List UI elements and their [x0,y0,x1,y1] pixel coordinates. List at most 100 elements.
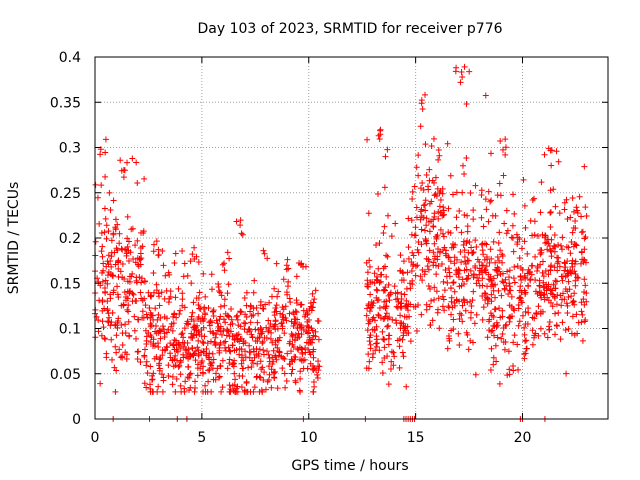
data-point [234,316,241,323]
data-point [461,258,468,265]
data-point [381,184,388,191]
data-point [483,263,490,270]
data-point [116,346,123,353]
data-point [413,214,420,221]
data-point [575,319,582,326]
data-point [439,185,446,192]
data-point [417,185,424,192]
data-point [153,238,160,245]
data-point [447,285,454,292]
y-axis-label: SRMTID / TECUs [6,182,22,295]
data-point [208,362,215,369]
data-point [565,294,572,301]
data-point [412,224,419,231]
data-point [124,235,131,242]
data-point [521,331,528,338]
data-point [552,285,559,292]
data-point [552,277,559,284]
data-point [124,243,131,250]
data-point [388,358,395,365]
data-point [445,205,452,212]
data-point [571,268,578,275]
data-point [545,323,552,330]
data-point [226,347,233,354]
data-point [516,318,523,325]
data-point [426,200,433,207]
data-point [92,238,99,245]
data-point [396,364,403,371]
x-axis-label: GPS time / hours [291,458,408,474]
data-point [574,207,581,214]
data-point [208,388,215,395]
data-point [101,335,108,342]
data-point [243,302,250,309]
data-point [492,342,499,349]
data-point [394,337,401,344]
data-point [111,364,118,371]
data-point [418,311,425,318]
data-point [190,299,197,306]
data-point [130,291,137,298]
data-point [514,263,521,270]
data-point [285,278,292,285]
data-point [165,326,172,333]
data-point [260,376,267,383]
data-point [237,217,244,224]
data-points [92,63,590,422]
data-point [163,287,170,294]
data-point [408,268,415,275]
data-point [510,191,517,198]
data-point [391,353,398,360]
data-point [432,174,439,181]
data-point [192,348,199,355]
data-point [568,293,575,300]
data-point [506,280,513,287]
data-point [531,218,538,225]
data-point [106,189,113,196]
data-point [304,310,311,317]
data-point [496,257,503,264]
data-point [538,179,545,186]
data-point [288,356,295,363]
data-point [451,288,458,295]
data-point [102,277,109,284]
data-point [365,210,372,217]
data-point [487,310,494,317]
data-point [448,311,455,318]
data-point [499,270,506,277]
data-point [158,289,165,296]
data-point [451,254,458,261]
data-point [501,220,508,227]
data-point [224,326,231,333]
data-point [121,289,128,296]
data-point [104,305,111,312]
data-point [97,380,104,387]
data-point [547,223,554,230]
data-point [153,281,160,288]
data-point [503,207,510,214]
data-point [280,316,287,323]
data-point [510,362,517,369]
data-point [224,365,231,372]
data-point [392,220,399,227]
data-point [541,283,548,290]
data-point [390,349,397,356]
data-point [107,322,114,329]
data-point [430,135,437,142]
data-point [265,317,272,324]
data-point [439,293,446,300]
data-point [195,337,202,344]
data-point [467,190,474,197]
data-point [507,287,514,294]
data-point [496,229,503,236]
data-point [248,364,255,371]
data-point [562,327,569,334]
data-point [167,340,174,347]
data-point [177,345,184,352]
data-point [490,354,497,361]
data-point [109,309,116,316]
data-point [104,258,111,265]
data-point [216,347,223,354]
data-point [510,275,517,282]
data-point [435,208,442,215]
